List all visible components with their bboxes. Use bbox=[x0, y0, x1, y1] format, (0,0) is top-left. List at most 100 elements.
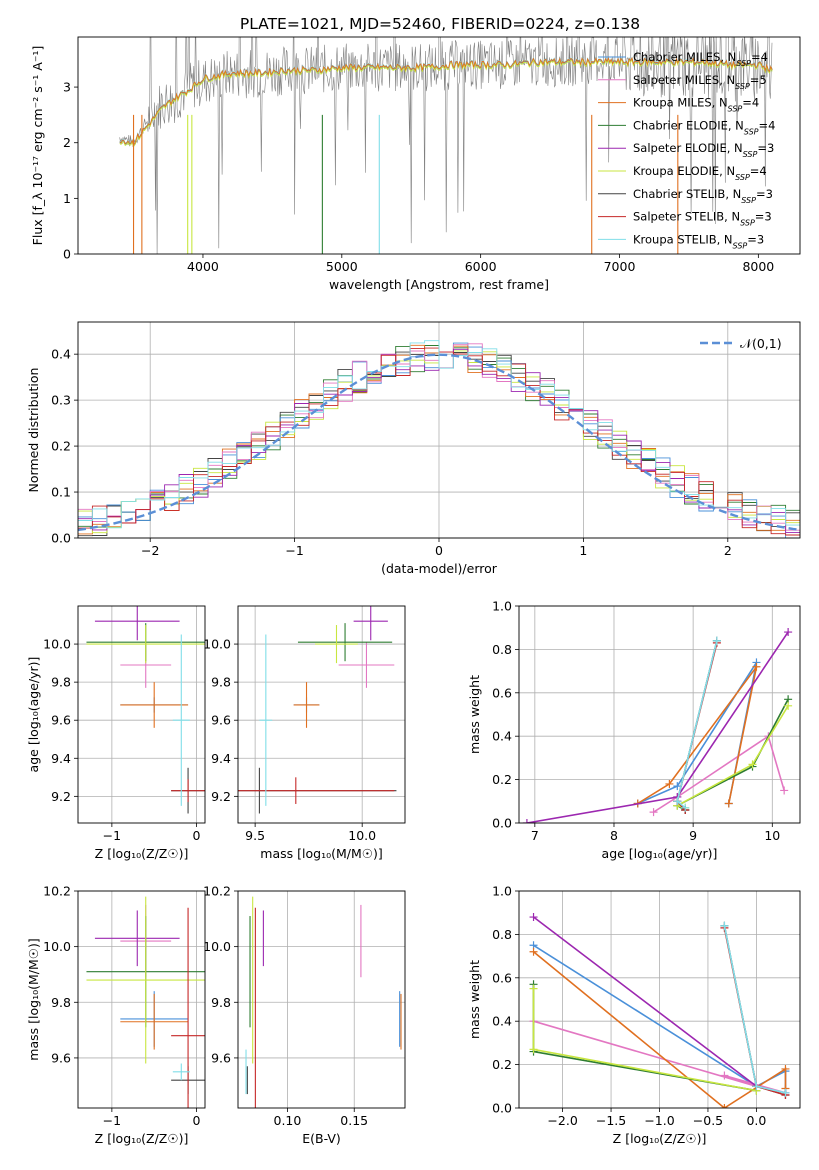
x-tick-label: 0.0 bbox=[746, 1113, 766, 1128]
legend-value: =4 bbox=[742, 96, 759, 110]
y-tick-label: 9.4 bbox=[51, 751, 71, 766]
weight-point-marker bbox=[752, 662, 761, 671]
y-tick-label: 9.2 bbox=[211, 789, 231, 804]
x-tick-label: −1 bbox=[285, 543, 303, 558]
x-axis-label: wavelength [Angstrom, rest frame] bbox=[329, 277, 549, 292]
y-tick-label: 10.0 bbox=[203, 637, 231, 652]
y-axis-label: Normed distribution bbox=[26, 368, 41, 493]
y-tick-label: 0.1 bbox=[51, 485, 71, 500]
weight-point-marker bbox=[681, 803, 690, 812]
mass-weight-vs-age-panel: 7 8 9 10 0.0 0.2 0.4 0.6 0.8 1.0 age [log₁₀(age/yr… bbox=[467, 599, 801, 861]
weight-point-marker bbox=[529, 913, 538, 922]
x-axis-label: Z [log₁₀(Z/Z☉)] bbox=[95, 846, 189, 861]
plot-area bbox=[522, 628, 793, 823]
plot-area bbox=[529, 913, 790, 1108]
legend-subscript: SSP bbox=[733, 241, 748, 250]
weight-point-marker bbox=[673, 782, 682, 791]
y-axis-label: mass weight bbox=[467, 675, 482, 754]
y-tick-label: 9.6 bbox=[211, 713, 231, 728]
x-tick-label: 0.10 bbox=[274, 1113, 302, 1128]
weight-series-line bbox=[637, 661, 758, 805]
axes-frame bbox=[237, 605, 406, 824]
mass-vs-ebv-panel: 0.10 0.15 9.6 9.8 10.0 10.2 E(B-V) bbox=[203, 884, 406, 1146]
weight-series-line bbox=[532, 951, 787, 1108]
x-tick-label: 5000 bbox=[326, 259, 358, 274]
legend-label: Kroupa MILES, NSSP=4 bbox=[633, 96, 759, 114]
weight-point-marker bbox=[649, 808, 658, 817]
x-tick-label: 0 bbox=[193, 1113, 201, 1128]
plot-area bbox=[78, 340, 800, 538]
legend: Chabrier MILES, NSSP=4 Salpeter MILES, NS… bbox=[598, 50, 775, 250]
x-axis-label: age [log₁₀(age/yr)] bbox=[602, 846, 718, 861]
y-axis-label: Flux [f_λ 10⁻¹⁷ erg cm⁻² s⁻¹ A⁻¹] bbox=[30, 46, 45, 246]
y-tick-label: 3 bbox=[63, 80, 71, 95]
legend-subscript: SSP bbox=[735, 173, 750, 182]
observed-spectrum bbox=[119, 37, 773, 254]
y-tick-label: 9.4 bbox=[211, 751, 231, 766]
legend-label: Salpeter STELIB, NSSP=3 bbox=[633, 210, 772, 228]
plot-area bbox=[86, 606, 205, 814]
y-tick-label: 0.3 bbox=[51, 393, 71, 408]
weight-point-marker bbox=[720, 921, 729, 930]
y-tick-label: 0.4 bbox=[51, 347, 71, 362]
y-tick-label: 0.4 bbox=[492, 1014, 512, 1029]
weight-series-line bbox=[533, 1020, 786, 1094]
mass-weight-vs-metallicity-panel: −2.0 −1.5 −1.0 −0.5 0.0 0.0 0.2 0.4 0.6 0.8 1.0 Z [… bbox=[467, 884, 801, 1146]
legend-subscript: SSP bbox=[741, 195, 756, 204]
weight-point-marker bbox=[720, 1071, 729, 1080]
legend-value: =4 bbox=[759, 118, 776, 132]
x-axis-label: E(B-V) bbox=[302, 1131, 341, 1146]
legend-label: Kroupa ELODIE, NSSP=4 bbox=[633, 164, 767, 182]
weight-point-marker bbox=[780, 786, 789, 795]
legend-label: 𝒩(0,1) bbox=[740, 336, 782, 351]
axes-frame bbox=[77, 321, 801, 539]
legend-label: Chabrier ELODIE, NSSP=4 bbox=[633, 118, 775, 136]
weight-point-marker bbox=[752, 1082, 761, 1091]
x-tick-label: −1.5 bbox=[596, 1113, 626, 1128]
legend-subscript: SSP bbox=[736, 59, 751, 68]
y-tick-label: 10.0 bbox=[43, 637, 71, 652]
legend-value: =3 bbox=[755, 210, 772, 224]
axes-frame bbox=[77, 605, 206, 824]
legend-label: Chabrier STELIB, NSSP=3 bbox=[633, 187, 773, 205]
y-tick-label: 1 bbox=[63, 191, 71, 206]
y-tick-label: 0 bbox=[63, 247, 71, 262]
axes-frame bbox=[77, 890, 206, 1109]
x-axis-label: mass [log₁₀(M/M☉)] bbox=[260, 846, 382, 861]
weight-series-line bbox=[723, 925, 786, 1094]
x-tick-label: −1 bbox=[103, 1113, 121, 1128]
y-tick-label: 0.6 bbox=[492, 685, 512, 700]
x-tick-label: −0.5 bbox=[693, 1113, 723, 1128]
legend-value: =4 bbox=[751, 50, 768, 64]
y-tick-label: 9.6 bbox=[51, 1050, 71, 1065]
x-tick-label: 9.5 bbox=[245, 828, 265, 843]
weight-series-line bbox=[676, 640, 718, 809]
y-tick-label: 0.8 bbox=[492, 927, 512, 942]
y-tick-label: 9.8 bbox=[51, 675, 71, 690]
x-tick-label: 0.15 bbox=[340, 1113, 368, 1128]
y-tick-label: 9.8 bbox=[211, 675, 231, 690]
weight-point-marker bbox=[712, 636, 721, 645]
y-axis-label: age [log₁₀(age/yr)] bbox=[26, 657, 41, 773]
plot-area bbox=[119, 37, 773, 254]
weight-point-marker bbox=[724, 799, 733, 808]
residual-histogram bbox=[78, 348, 800, 534]
x-tick-label: 6000 bbox=[465, 259, 497, 274]
spectrum-panel: 4000 5000 6000 7000 8000 0 1 2 3 wavelength [Angs… bbox=[30, 36, 801, 292]
weight-series-line bbox=[532, 984, 757, 1092]
x-tick-label: 0 bbox=[193, 828, 201, 843]
mass-vs-metallicity-panel: −1 0 9.6 9.8 10.0 10.2 Z [log₁₀(Z/Z☉)] mass [lo… bbox=[26, 884, 206, 1146]
y-tick-label: 0.0 bbox=[492, 816, 512, 831]
weight-point-marker bbox=[748, 760, 757, 769]
legend-value: =5 bbox=[750, 73, 767, 87]
axes-frame bbox=[237, 890, 406, 1109]
y-tick-label: 9.8 bbox=[211, 995, 231, 1010]
legend-label: Salpeter ELODIE, NSSP=3 bbox=[633, 141, 774, 159]
x-tick-label: −2 bbox=[141, 543, 159, 558]
weight-point-marker bbox=[781, 1088, 790, 1097]
y-tick-label: 0.0 bbox=[492, 1101, 512, 1116]
y-tick-label: 1.0 bbox=[492, 884, 512, 899]
weight-point-marker bbox=[673, 797, 682, 806]
x-tick-label: 10.0 bbox=[348, 828, 376, 843]
